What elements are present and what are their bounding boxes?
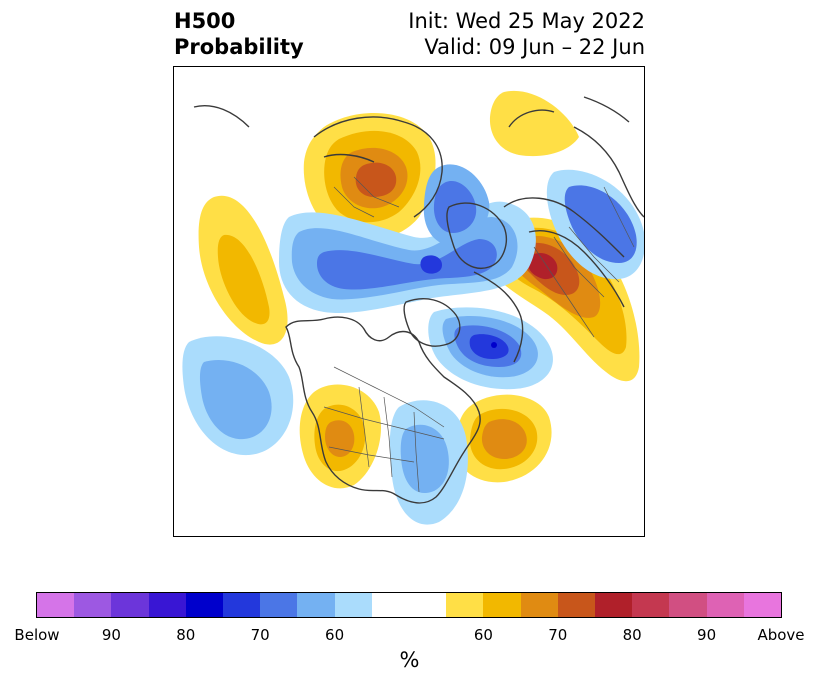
init-date-label: Init: Wed 25 May 2022	[408, 9, 645, 33]
colorbar-segment	[37, 593, 75, 617]
map-title: H500 Probability	[174, 8, 304, 60]
colorbar-segment	[409, 593, 447, 617]
colorbar-segment	[483, 593, 521, 617]
colorbar-segment	[334, 593, 372, 617]
anomaly-gulf-of-alaska	[182, 336, 294, 456]
colorbar-tick-label: 70	[250, 626, 270, 644]
map-subtitle: Init: Wed 25 May 2022 Valid: 09 Jun – 22…	[300, 8, 645, 60]
title-line-variable: H500	[174, 9, 236, 33]
colorbar-segment	[371, 593, 410, 617]
colorbar-segment	[223, 593, 261, 617]
anomaly-ural	[489, 90, 579, 157]
colorbar-unit-label: %	[399, 648, 420, 672]
colorbar-segment	[557, 593, 596, 617]
colorbar-tick-label: 60	[473, 626, 493, 644]
colorbar-tick-label: 80	[176, 626, 196, 644]
colorbar-segment	[520, 593, 558, 617]
colorbar-segment	[446, 593, 484, 617]
map-canvas	[174, 67, 644, 536]
anomaly-north-atlantic	[455, 394, 552, 483]
colorbar-segment	[74, 593, 112, 617]
colorbar-segment	[185, 593, 224, 617]
colorbar-segment	[297, 593, 335, 617]
anomaly-western-us	[299, 384, 382, 489]
colorbar-segment	[669, 593, 707, 617]
colorbar-tick-label: Above	[757, 626, 805, 644]
colorbar-tick-label: 80	[622, 626, 642, 644]
colorbar-segment	[111, 593, 149, 617]
anomaly-central-asia	[546, 169, 644, 280]
anomaly-eastern-us	[389, 400, 468, 525]
coastlines	[193, 96, 644, 504]
anomaly-eastern-siberia	[303, 113, 436, 241]
probability-map	[173, 66, 645, 537]
valid-period-label: Valid: 09 Jun – 22 Jun	[424, 35, 645, 59]
colorbar-tick-label: Below	[14, 626, 60, 644]
colorbar-segment	[595, 593, 633, 617]
colorbar-segment	[260, 593, 298, 617]
colorbar-tick-label: 90	[101, 626, 121, 644]
colorbar-segment	[148, 593, 186, 617]
colorbar-segment	[706, 593, 744, 617]
colorbar	[36, 592, 782, 618]
colorbar-tick-label: 60	[325, 626, 345, 644]
colorbar-ticks: Below 90 80 70 60 60 70 80 90 Above	[0, 626, 819, 646]
colorbar-tick-label: 90	[697, 626, 717, 644]
anomaly-north-pacific	[198, 195, 288, 345]
colorbar-tick-label: 70	[548, 626, 568, 644]
political-boundaries	[323, 176, 635, 493]
colorbar-segment	[743, 593, 782, 617]
title-line-type: Probability	[174, 35, 304, 59]
colorbar-segment	[632, 593, 670, 617]
